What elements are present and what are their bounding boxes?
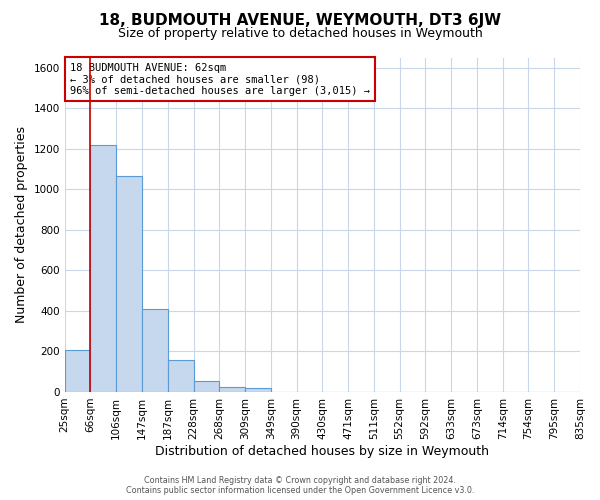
X-axis label: Distribution of detached houses by size in Weymouth: Distribution of detached houses by size … — [155, 444, 490, 458]
Bar — [65, 350, 91, 392]
Bar — [245, 388, 271, 392]
Text: Size of property relative to detached houses in Weymouth: Size of property relative to detached ho… — [118, 28, 482, 40]
Text: 18 BUDMOUTH AVENUE: 62sqm
← 3% of detached houses are smaller (98)
96% of semi-d: 18 BUDMOUTH AVENUE: 62sqm ← 3% of detach… — [70, 62, 370, 96]
Text: 18, BUDMOUTH AVENUE, WEYMOUTH, DT3 6JW: 18, BUDMOUTH AVENUE, WEYMOUTH, DT3 6JW — [99, 12, 501, 28]
Bar — [219, 387, 245, 392]
Bar — [116, 176, 142, 392]
Text: Contains HM Land Registry data © Crown copyright and database right 2024.
Contai: Contains HM Land Registry data © Crown c… — [126, 476, 474, 495]
Bar — [193, 381, 219, 392]
Bar — [168, 360, 193, 392]
Bar — [91, 144, 116, 392]
Y-axis label: Number of detached properties: Number of detached properties — [15, 126, 28, 323]
Bar — [142, 309, 168, 392]
